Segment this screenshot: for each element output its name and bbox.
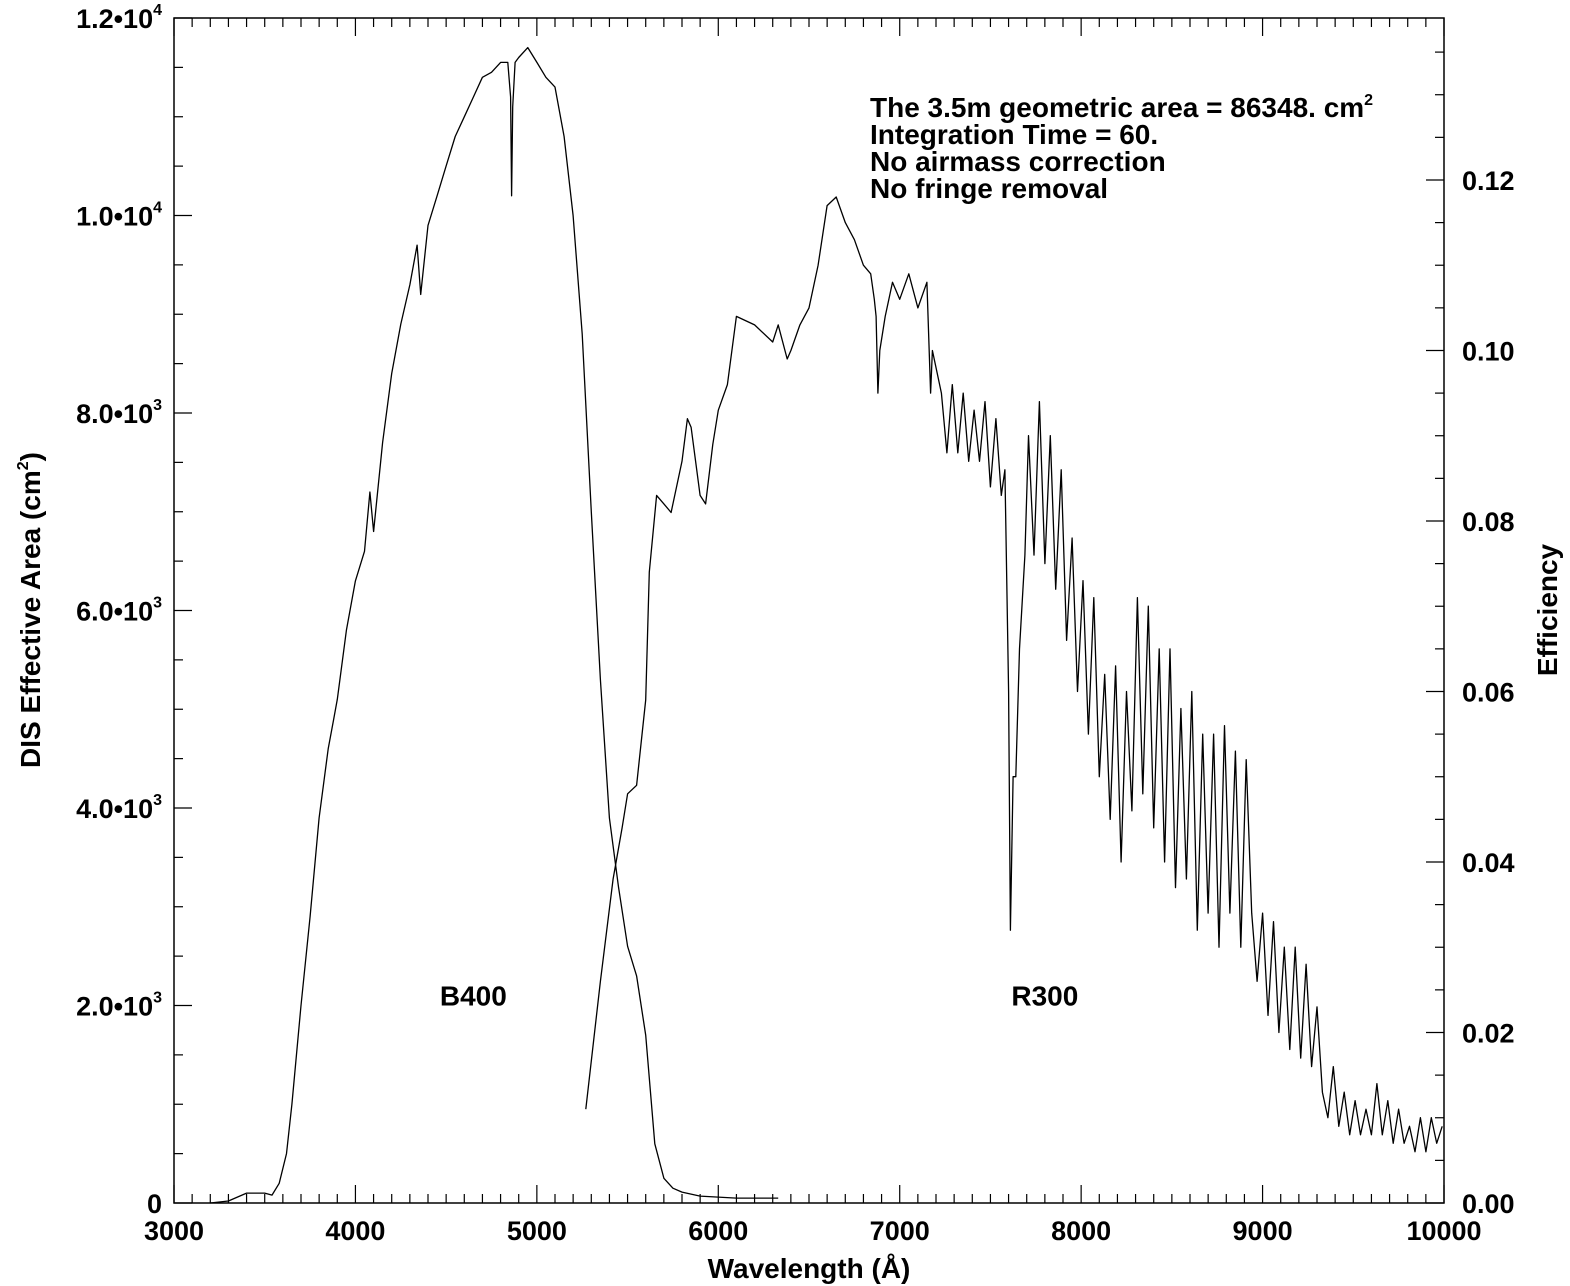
x-axis-title: Wavelength (Å) (708, 1253, 911, 1284)
series-lines (210, 46, 1443, 1204)
y2-tick-label: 0.02 (1462, 1018, 1515, 1048)
annotations: The 3.5m geometric area = 86348. cm2Inte… (870, 92, 1373, 204)
y-tick-label: 2.0•103 (76, 990, 162, 1022)
x-tick-label: 8000 (1051, 1216, 1111, 1246)
tick-labels: 3000 4000 5000 6000 7000 8000 9000 10000 0 2.0•10… (76, 2, 1515, 1246)
x-tick-label: 6000 (688, 1216, 748, 1246)
x-tick-label: 7000 (870, 1216, 930, 1246)
y-tick-label: 4.0•103 (76, 792, 162, 824)
y-axis-title-main: DIS Effective Area (cm (15, 470, 46, 768)
series-line-r300 (585, 196, 1443, 1153)
x-tick-label: 9000 (1233, 1216, 1293, 1246)
tick-marks (173, 17, 1445, 1204)
y2-tick-label: 0.06 (1462, 677, 1515, 707)
annotation-line: The 3.5m geometric area = 86348. cm2 (870, 92, 1373, 123)
plot-frame (173, 17, 1445, 1204)
series-label-b400: B400 (440, 981, 507, 1012)
y-axis-title-close: ) (15, 452, 46, 461)
x-tick-label: 10000 (1406, 1216, 1481, 1246)
y-tick-label: 0 (147, 1189, 162, 1219)
y2-tick-label: 0.10 (1462, 336, 1515, 366)
y-tick-label: 8.0•103 (76, 397, 162, 429)
y-tick-label: 1.0•104 (76, 200, 162, 232)
x-tick-label: 3000 (144, 1216, 204, 1246)
x-tick-label: 4000 (325, 1216, 385, 1246)
x-tick-label: 5000 (507, 1216, 567, 1246)
y2-tick-label: 0.12 (1462, 166, 1515, 196)
annotation-line: No fringe removal (870, 173, 1108, 204)
y-tick-label: 1.2•104 (76, 2, 162, 34)
series-line-b400 (210, 46, 779, 1204)
series-label-r300: R300 (1011, 981, 1078, 1012)
annotation-line: Integration Time = 60. (870, 119, 1158, 150)
y-axis-title: DIS Effective Area (cm2) (15, 452, 46, 768)
y2-tick-label: 0.04 (1462, 848, 1515, 878)
series-labels: B400 R300 (440, 981, 1078, 1012)
y2-tick-label: 0.08 (1462, 507, 1515, 537)
y2-tick-label: 0.00 (1462, 1189, 1515, 1219)
y2-axis-title: Efficiency (1532, 543, 1563, 676)
y-tick-label: 6.0•103 (76, 595, 162, 627)
y-axis-title-sup: 2 (15, 461, 32, 470)
annotation-line: No airmass correction (870, 146, 1166, 177)
